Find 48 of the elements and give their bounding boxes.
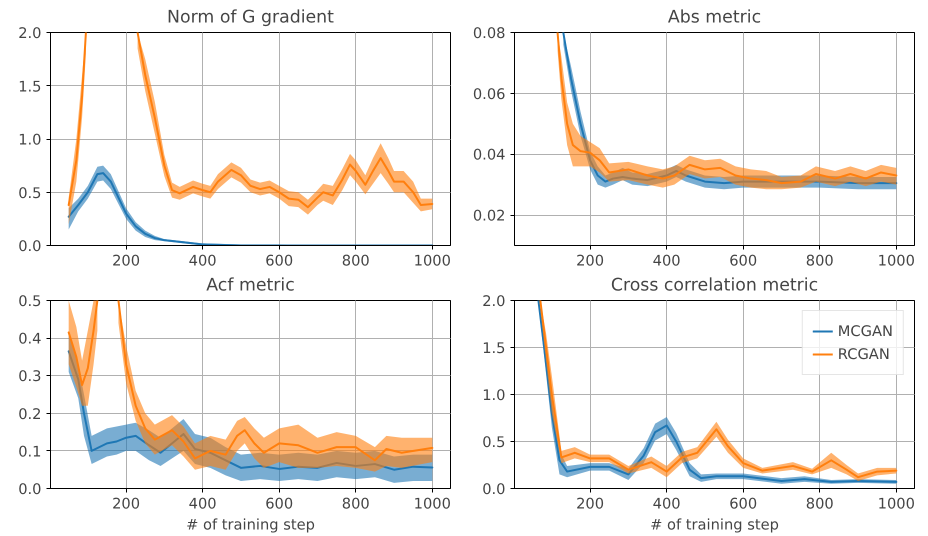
x-tick-label: 800 [806,252,834,270]
legend-label: RCGAN [838,346,890,362]
chart-title: Norm of G gradient [167,8,334,28]
y-tick-label: 0.5 [482,434,506,451]
x-tick-label: 1000 [878,496,915,512]
x-tick-label: 400 [188,496,217,512]
y-tick-label: 2.0 [18,25,42,42]
y-tick-label: 0.08 [472,25,506,42]
y-tick-label: 0.1 [18,443,42,460]
x-tick-label: 200 [576,252,604,270]
chart-title: Acf metric [206,276,295,296]
x-tick-label: 200 [112,496,140,512]
y-tick-label: 1.5 [482,340,506,357]
x-tick-label: 400 [652,252,681,270]
x-tick-label: 600 [265,252,294,270]
y-tick-label: 1.5 [18,78,42,96]
y-tick-label: 0.04 [472,146,506,164]
y-tick-label: 0.0 [18,238,42,255]
y-tick-label: 0.06 [472,86,506,103]
y-tick-label: 0.2 [18,406,42,423]
chart-title: Cross correlation metric [610,276,818,296]
x-tick-label: 400 [652,496,681,512]
x-tick-label: 800 [342,252,370,270]
x-tick-label: 600 [729,496,758,512]
x-tick-label: 200 [112,252,140,270]
x-axis-title: # of training step [186,516,315,534]
y-tick-label: 1.0 [482,387,506,404]
y-tick-label: 0.4 [18,330,42,348]
y-tick-label: 0.5 [18,293,42,310]
y-tick-label: 0.02 [472,208,506,225]
chart-title: Abs metric [668,8,762,28]
x-tick-label: 200 [576,496,604,512]
x-tick-label: 1000 [414,252,451,270]
x-tick-label: 1000 [878,252,915,270]
y-tick-label: 0.3 [18,368,42,386]
y-tick-label: 2.0 [482,293,506,310]
x-tick-label: 400 [188,252,217,270]
x-tick-label: 600 [265,496,294,512]
y-tick-label: 0.0 [18,481,42,498]
y-tick-label: 0.5 [18,184,42,202]
y-tick-label: 0.0 [482,481,506,498]
x-tick-label: 1000 [414,496,451,512]
legend-label: MCGAN [838,322,893,340]
x-tick-label: 800 [806,496,834,512]
x-tick-label: 800 [342,496,370,512]
x-tick-label: 600 [729,252,758,270]
x-axis-title: # of training step [650,516,779,534]
y-tick-label: 1.0 [18,132,42,148]
